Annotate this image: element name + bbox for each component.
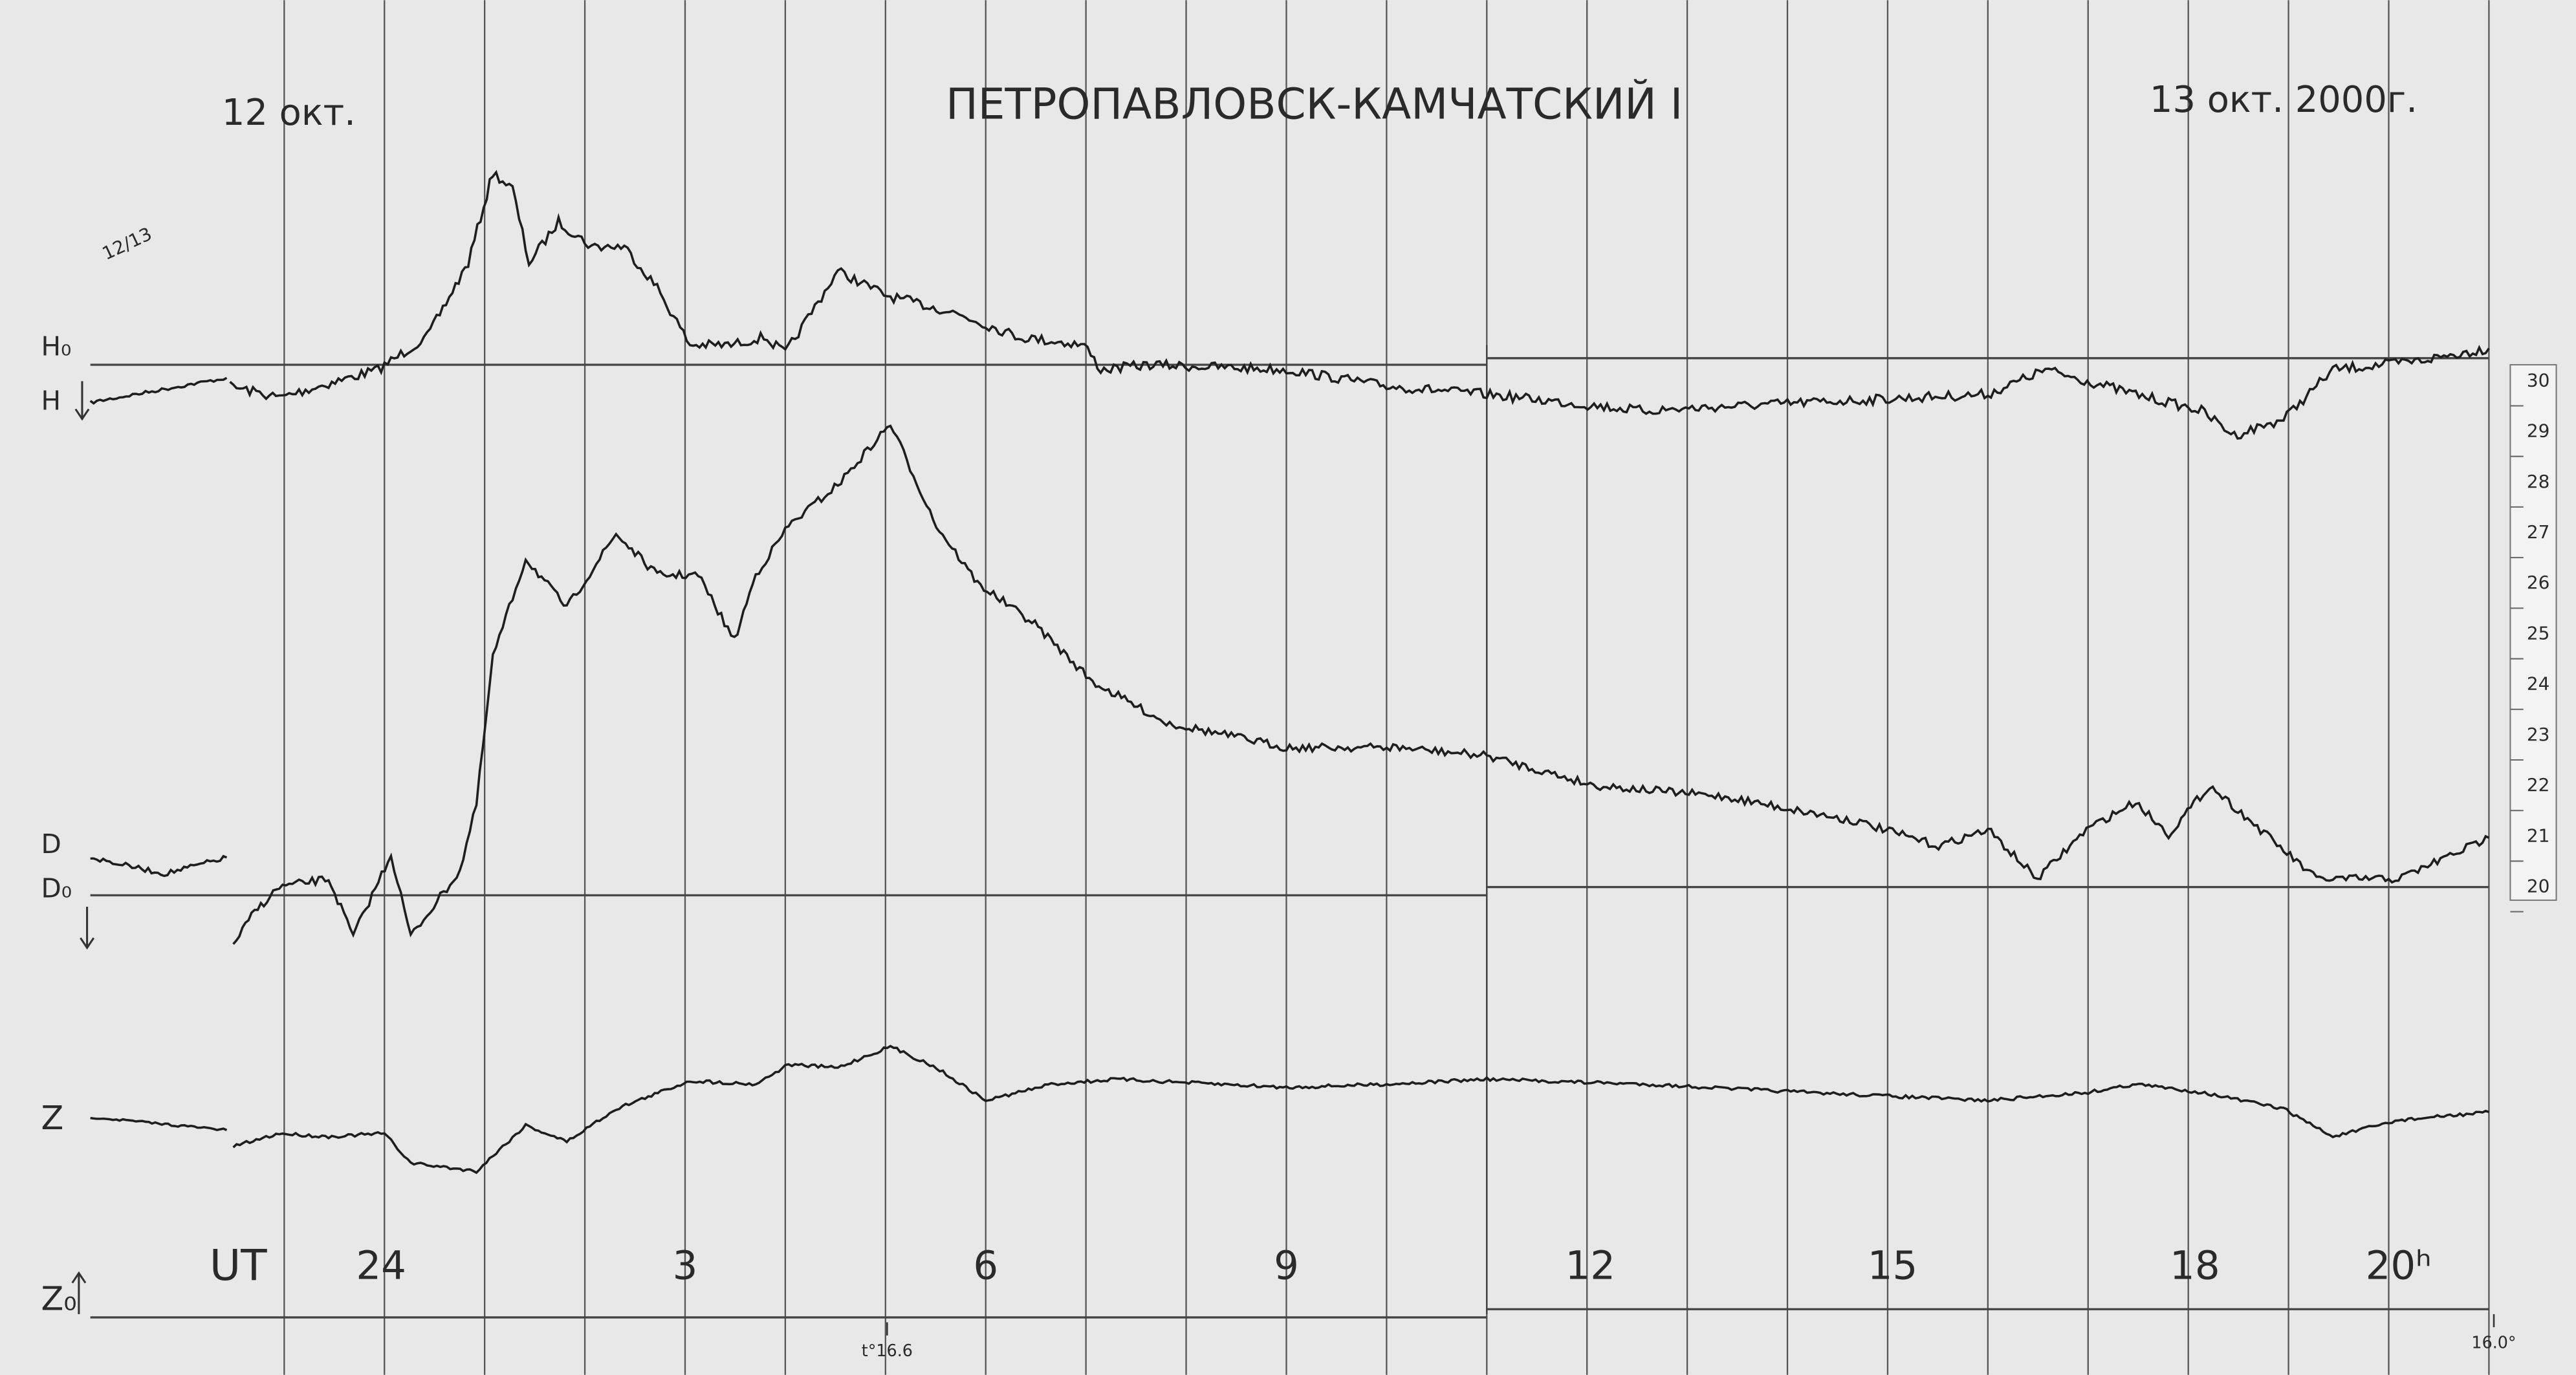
scale-label: 20: [2527, 876, 2550, 897]
hour-label: 20ʰ: [2366, 1242, 2432, 1288]
hour-label: 15: [1868, 1242, 1918, 1288]
baselines: [90, 345, 2489, 1319]
arrows: [71, 381, 95, 1314]
hour-label: 12: [1566, 1242, 1616, 1288]
h-trace: [229, 169, 2490, 440]
label-z: Z: [41, 1099, 63, 1137]
h-trace: [89, 376, 228, 405]
label-z0: Z₀: [41, 1280, 76, 1318]
label-d0: D₀: [41, 873, 72, 904]
scale-label: 21: [2527, 825, 2550, 846]
scale-label: 22: [2527, 774, 2550, 796]
scale-label: 26: [2527, 572, 2550, 593]
scale-label: 27: [2527, 521, 2550, 543]
hour-label: 3: [673, 1242, 698, 1288]
label-h: H: [41, 385, 61, 416]
temperature-right: 16.0°: [2471, 1333, 2516, 1352]
z-trace: [232, 1045, 2489, 1175]
scale-label: 30: [2527, 369, 2550, 391]
hour-label: 9: [1274, 1242, 1299, 1288]
date-left: 12 окт.: [222, 92, 356, 134]
temperature-ticks: [886, 1314, 2495, 1336]
scale-label: 28: [2527, 471, 2550, 492]
scale-label: 25: [2527, 622, 2550, 644]
label-d: D: [41, 828, 61, 860]
z-trace: [90, 1116, 228, 1132]
hour-label: 18: [2170, 1242, 2220, 1288]
date-right: 13 окт. 2000г.: [2150, 79, 2418, 121]
traces: [89, 169, 2490, 1175]
d-trace: [232, 424, 2490, 945]
scale-label: 29: [2527, 420, 2550, 442]
scale-label: 24: [2527, 673, 2550, 695]
label-h0: H₀: [41, 331, 71, 362]
title: ПЕТРОПАВЛОВСК-КАМЧАТСКИЙ I: [946, 78, 1683, 129]
hour-label: 6: [973, 1242, 998, 1288]
scale-label: 23: [2527, 724, 2550, 745]
d-trace: [90, 854, 228, 878]
hour-label: 24: [356, 1242, 406, 1288]
temperature-left: t°16.6: [862, 1341, 913, 1360]
ut-label: UT: [210, 1240, 267, 1290]
